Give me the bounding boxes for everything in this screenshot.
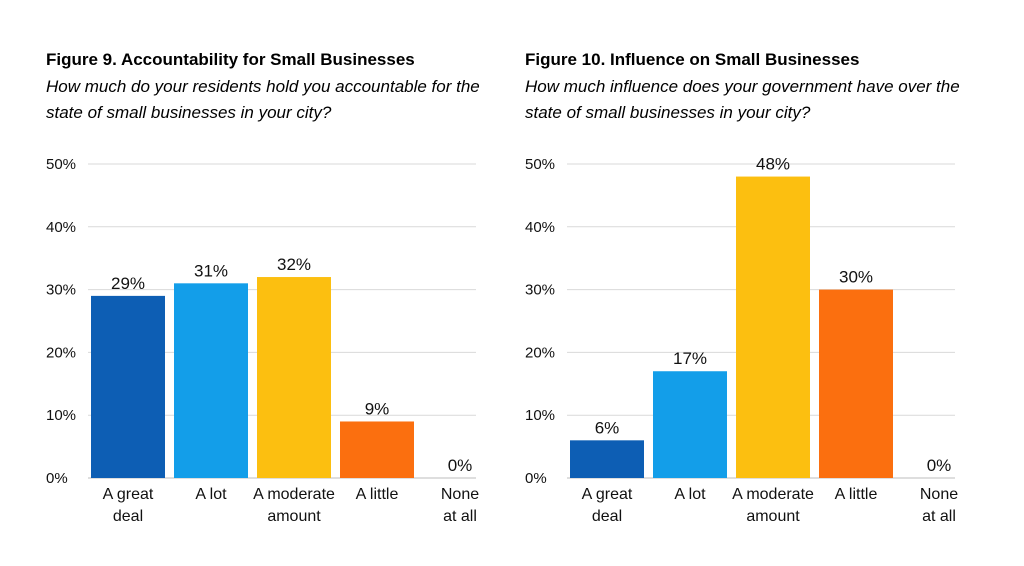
- figure-9-title: Figure 9. Accountability for Small Busin…: [46, 50, 415, 69]
- figure-9-subtitle: How much do your residents hold you acco…: [46, 77, 480, 122]
- bar: [736, 176, 810, 478]
- data-label: 17%: [673, 349, 707, 368]
- data-label: 9%: [365, 399, 390, 418]
- figure-10-title: Figure 10. Influence on Small Businesses: [525, 50, 860, 69]
- data-label: 0%: [448, 456, 473, 475]
- y-tick-label: 10%: [46, 407, 76, 424]
- x-tick-label: A moderate: [253, 486, 335, 503]
- x-tick-label: amount: [267, 508, 321, 525]
- bar: [819, 289, 893, 478]
- x-tick-label: A lot: [674, 486, 706, 503]
- data-label: 32%: [277, 255, 311, 274]
- data-label: 31%: [194, 261, 228, 280]
- data-label: 6%: [595, 418, 620, 437]
- y-tick-label: 10%: [525, 407, 555, 424]
- bar: [570, 440, 644, 478]
- x-tick-label: at all: [443, 508, 477, 525]
- x-tick-label: A great: [103, 486, 154, 503]
- x-tick-label: A little: [356, 486, 399, 503]
- data-label: 48%: [756, 155, 790, 174]
- x-tick-label: deal: [113, 508, 143, 525]
- y-tick-label: 40%: [525, 219, 555, 236]
- y-tick-label: 30%: [525, 282, 555, 299]
- x-tick-label: deal: [592, 508, 622, 525]
- figure-10-panel: Figure 10. Influence on Small Businesses…: [525, 0, 1005, 566]
- x-tick-label: None: [920, 486, 958, 503]
- x-tick-label: amount: [746, 508, 800, 525]
- x-tick-label: A moderate: [732, 486, 814, 503]
- y-tick-label: 20%: [46, 344, 76, 361]
- data-label: 29%: [111, 274, 145, 293]
- figure-10-chart: 0% 10% 20% 30% 40% 50% 6% A great deal 17% A lot 48…: [525, 155, 958, 525]
- bar: [340, 421, 414, 478]
- x-tick-label: A lot: [195, 486, 227, 503]
- y-tick-label: 30%: [46, 282, 76, 299]
- data-label: 0%: [927, 456, 952, 475]
- data-label: 30%: [839, 268, 873, 287]
- bar: [257, 277, 331, 478]
- x-tick-label: at all: [922, 508, 956, 525]
- x-tick-label: None: [441, 486, 479, 503]
- figure-9-chart: 0% 10% 20% 30% 40% 50% 29% A great deal 31% A lot 3…: [46, 156, 479, 525]
- x-tick-label: A great: [582, 486, 633, 503]
- y-tick-label: 20%: [525, 344, 555, 361]
- y-tick-label: 50%: [46, 156, 76, 173]
- y-tick-label: 0%: [525, 470, 547, 487]
- x-tick-label: A little: [835, 486, 878, 503]
- y-tick-label: 50%: [525, 156, 555, 173]
- bar: [91, 295, 165, 478]
- y-tick-label: 40%: [46, 219, 76, 236]
- bar: [174, 283, 248, 478]
- figure-9-panel: Figure 9. Accountability for Small Busin…: [46, 0, 526, 566]
- y-tick-label: 0%: [46, 470, 68, 487]
- bar: [653, 371, 727, 478]
- figure-10-subtitle: How much influence does your government …: [525, 77, 960, 122]
